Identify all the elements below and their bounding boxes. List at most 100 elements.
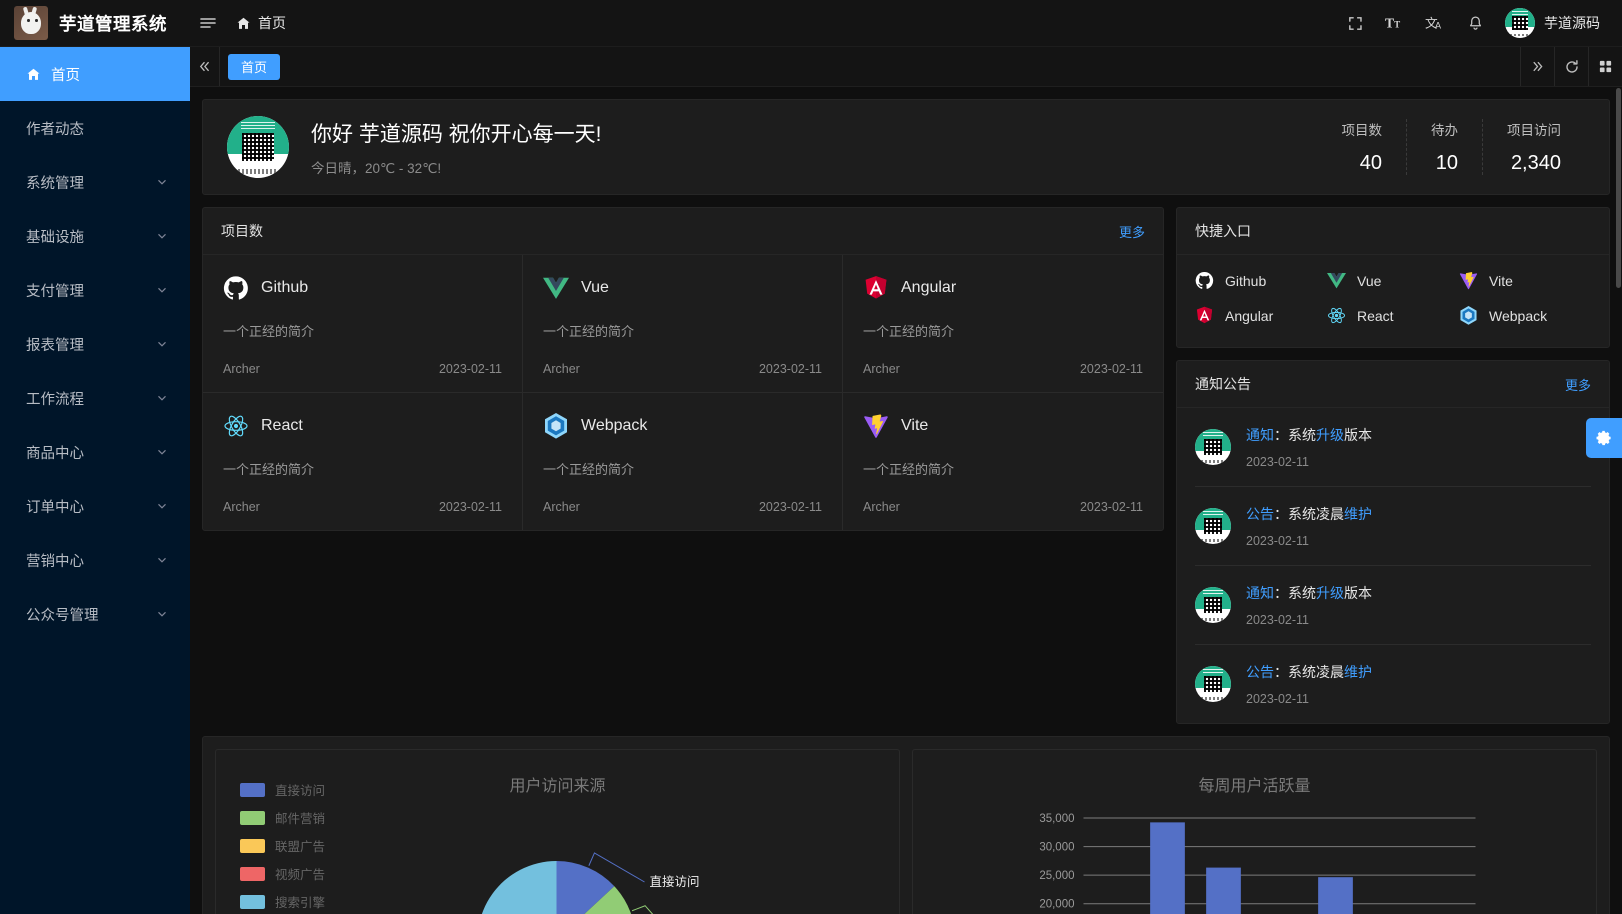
gear-icon: [1595, 429, 1613, 447]
sidebar-item-author-news[interactable]: 作者动态: [0, 101, 190, 155]
vue-icon: [1327, 271, 1346, 290]
pie-chart-title: 用户访问来源: [509, 778, 606, 795]
sidebar-item-system-management[interactable]: 系统管理: [0, 155, 190, 209]
project-card[interactable]: Vite 一个正经的简介 Archer 2023-02-11: [843, 393, 1163, 530]
sidebar-item-payment-management[interactable]: 支付管理: [0, 263, 190, 317]
notice-item[interactable]: 公告：系统凌晨维护 2023-02-11: [1195, 487, 1591, 566]
pie-slice: [556, 861, 615, 914]
svg-text:T: T: [1385, 16, 1394, 31]
notice-item[interactable]: 通知：系统升级版本 2023-02-11: [1195, 408, 1591, 487]
project-card[interactable]: Vue 一个正经的简介 Archer 2023-02-11: [523, 255, 843, 393]
chevron-double-right-icon[interactable]: [1520, 47, 1554, 86]
page-scroll-area[interactable]: 你好 芋道源码 祝你开心每一天! 今日晴，20℃ - 32℃! 项目数 40 待…: [190, 87, 1622, 914]
legend-item[interactable]: 邮件营销: [240, 808, 325, 827]
notice-title: 公告：系统凌晨维护: [1246, 664, 1372, 680]
chevron-down-icon: [156, 230, 168, 242]
scrollbar-thumb[interactable]: [1616, 88, 1621, 288]
tab-label: 首页: [241, 60, 268, 75]
quick-entry-card: 快捷入口 Github Vue: [1176, 207, 1610, 348]
projects-card: 项目数 更多 Github 一个正: [202, 207, 1164, 531]
chevron-down-icon: [156, 284, 168, 296]
project-card[interactable]: Webpack 一个正经的简介 Archer 2023-02-11: [523, 393, 843, 530]
greeting-text: 你好 芋道源码 祝你开心每一天! 今日晴，20℃ - 32℃!: [311, 118, 1296, 177]
quick-entry-react[interactable]: React: [1327, 306, 1459, 325]
vite-icon: [1459, 271, 1478, 290]
sidebar-item-order-center[interactable]: 订单中心: [0, 479, 190, 533]
tabs-scroll: 首页: [220, 47, 1520, 86]
stat-value: 10: [1435, 152, 1458, 174]
legend-item[interactable]: 联盟广告: [240, 836, 325, 855]
legend-item[interactable]: 直接访问: [240, 780, 325, 799]
react-icon: [223, 413, 249, 439]
chevron-down-icon: [156, 608, 168, 620]
sidebar-item-workflow[interactable]: 工作流程: [0, 371, 190, 425]
y-axis-tick-label: 35,000: [1039, 813, 1074, 825]
projects-title: 项目数: [221, 223, 263, 239]
bar-chart-canvas: 05,00010,00015,00020,00025,00030,00035,0…: [1039, 813, 1476, 914]
sidebar-item-label: 支付管理: [26, 283, 84, 300]
sidebar-item-report-management[interactable]: 报表管理: [0, 317, 190, 371]
middle-row: 项目数 更多 Github 一个正: [202, 207, 1610, 724]
sidebar-item-home[interactable]: 首页: [0, 47, 190, 101]
content-column: 首页: [190, 47, 1622, 914]
project-date: 2023-02-11: [1079, 500, 1143, 514]
hamburger-icon[interactable]: [190, 0, 226, 47]
notice-item[interactable]: 通知：系统升级版本 2023-02-11: [1195, 566, 1591, 645]
sidebar-item-label: 系统管理: [26, 175, 84, 192]
react-icon: [1327, 306, 1346, 325]
sidebar-item-label: 营销中心: [26, 553, 84, 570]
legend-label: 直接访问: [275, 784, 326, 798]
legend-swatch: [240, 782, 265, 797]
settings-drawer-button[interactable]: [1586, 418, 1622, 458]
notices-more-link[interactable]: 更多: [1564, 377, 1591, 393]
quick-entry-angular[interactable]: Angular: [1195, 306, 1327, 325]
pie-slice-label: 直接访问: [650, 874, 700, 889]
project-card[interactable]: Github 一个正经的简介 Archer 2023-02-11: [203, 255, 523, 393]
notices-card: 通知公告 更多 通知：系统升级版本: [1176, 360, 1610, 724]
fullscreen-icon[interactable]: [1337, 0, 1373, 47]
pie-chart[interactable]: 用户访问来源 直接访问 邮件营销 联盟广告 视频广告 搜索引擎 直接访问邮件..…: [215, 749, 900, 914]
quick-entry-webpack[interactable]: Webpack: [1459, 306, 1591, 325]
project-desc: 一个正经的简介: [223, 324, 315, 339]
brand[interactable]: 芋道管理系统: [14, 6, 190, 40]
legend-item[interactable]: 视频广告: [240, 864, 325, 883]
project-card[interactable]: Angular 一个正经的简介 Archer 2023-02-11: [843, 255, 1163, 393]
page-scrollbar[interactable]: [1615, 88, 1622, 914]
bar-chart[interactable]: 每周用户活跃量 05,00010,00015,00020,00025,00030…: [912, 749, 1597, 914]
sidebar-item-official-account-management[interactable]: 公众号管理: [0, 587, 190, 641]
sidebar-item-product-center[interactable]: 商品中心: [0, 425, 190, 479]
quick-entry-vite[interactable]: Vite: [1459, 271, 1591, 290]
notice-title: 公告：系统凌晨维护: [1246, 506, 1372, 522]
project-author: Archer: [223, 362, 260, 376]
quick-entry-label: Vite: [1489, 272, 1513, 289]
project-name: Angular: [901, 279, 957, 296]
tabs-bar: 首页: [190, 47, 1622, 87]
sidebar-item-marketing-center[interactable]: 营销中心: [0, 533, 190, 587]
bell-icon[interactable]: [1457, 0, 1493, 47]
project-card[interactable]: React 一个正经的简介 Archer 2023-02-11: [203, 393, 523, 530]
quick-entry-github[interactable]: Github: [1195, 271, 1327, 290]
project-desc: 一个正经的简介: [543, 462, 635, 477]
user-menu[interactable]: 芋道源码: [1505, 8, 1606, 38]
grid-layout-icon[interactable]: [1588, 47, 1622, 86]
brand-logo-icon: [14, 6, 48, 40]
legend-label: 搜索引擎: [275, 896, 326, 910]
projects-more-link[interactable]: 更多: [1118, 224, 1145, 240]
notice-avatar: [1195, 429, 1231, 465]
notice-item[interactable]: 公告：系统凌晨维护 2023-02-11: [1195, 645, 1591, 723]
sidebar-item-infrastructure[interactable]: 基础设施: [0, 209, 190, 263]
project-date: 2023-02-11: [1079, 362, 1143, 376]
legend-label: 联盟广告: [275, 840, 326, 854]
notices-header: 通知公告 更多: [1177, 361, 1609, 408]
refresh-icon[interactable]: [1554, 47, 1588, 86]
webpack-icon: [1459, 306, 1478, 325]
legend-item[interactable]: 搜索引擎: [240, 892, 325, 911]
tab-home[interactable]: 首页: [228, 53, 281, 80]
chevron-double-left-icon[interactable]: [190, 47, 220, 86]
breadcrumb-home[interactable]: 首页: [236, 13, 286, 33]
quick-entry-vue[interactable]: Vue: [1327, 271, 1459, 290]
greeting-hello: 你好 芋道源码 祝你开心每一天!: [311, 122, 602, 146]
notices-title: 通知公告: [1195, 376, 1251, 392]
